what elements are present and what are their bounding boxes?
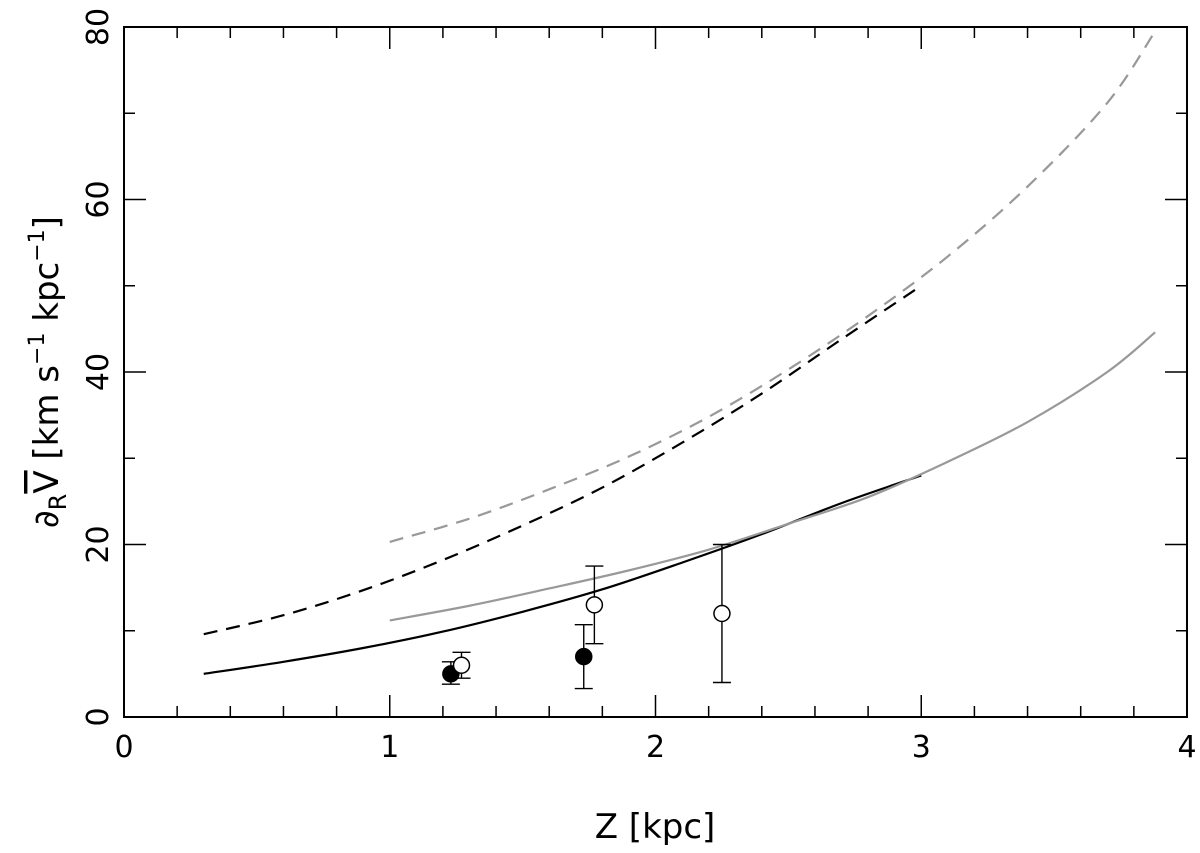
- data-point-open: [452, 656, 471, 674]
- markers-layer: [442, 596, 731, 683]
- x-tick-label: 0: [114, 730, 133, 765]
- y-label-units-mid: kpc: [27, 262, 67, 333]
- y-tick-label: 40: [81, 353, 116, 391]
- y-tick-label: 60: [81, 180, 116, 218]
- y-label-units-exp1: −1: [25, 333, 50, 365]
- x-tick-label: 3: [912, 730, 931, 765]
- series-line-2: [203, 284, 922, 636]
- errorbars-layer: [441, 543, 731, 690]
- series-line-1: [203, 474, 922, 675]
- y-label-operator-subscript: R: [44, 494, 72, 511]
- y-tick-label: 20: [81, 525, 116, 563]
- plot-frame: [123, 26, 1188, 718]
- x-tick-label: 2: [646, 730, 665, 765]
- y-label-operator: ∂: [27, 510, 67, 528]
- x-tick-label: 4: [1177, 730, 1196, 765]
- data-point-open: [713, 604, 731, 623]
- y-tick-label: 80: [81, 8, 116, 46]
- y-axis-label: ∂RV [km s−1 kpc−1]: [25, 216, 72, 528]
- x-axis-label: Z [kpc]: [595, 807, 716, 847]
- data-point-open: [585, 596, 604, 614]
- series-line-3: [389, 331, 1156, 622]
- data-point-filled: [574, 647, 593, 666]
- y-tick-labels: 0 20 40 60 80: [81, 8, 116, 727]
- series-line-4: [389, 30, 1157, 543]
- y-label-units-close: ]: [27, 216, 67, 229]
- x-tick-label: 1: [380, 730, 399, 765]
- y-tick-label: 0: [81, 707, 116, 726]
- curves-layer: [203, 30, 1157, 675]
- x-tick-labels: 0 1 2 3 4: [114, 730, 1196, 765]
- y-label-units-open: [km s: [27, 365, 67, 470]
- y-label-units-exp2: −1: [25, 229, 50, 261]
- y-label-symbol: V: [27, 470, 67, 493]
- ticks-layer: [123, 26, 1188, 718]
